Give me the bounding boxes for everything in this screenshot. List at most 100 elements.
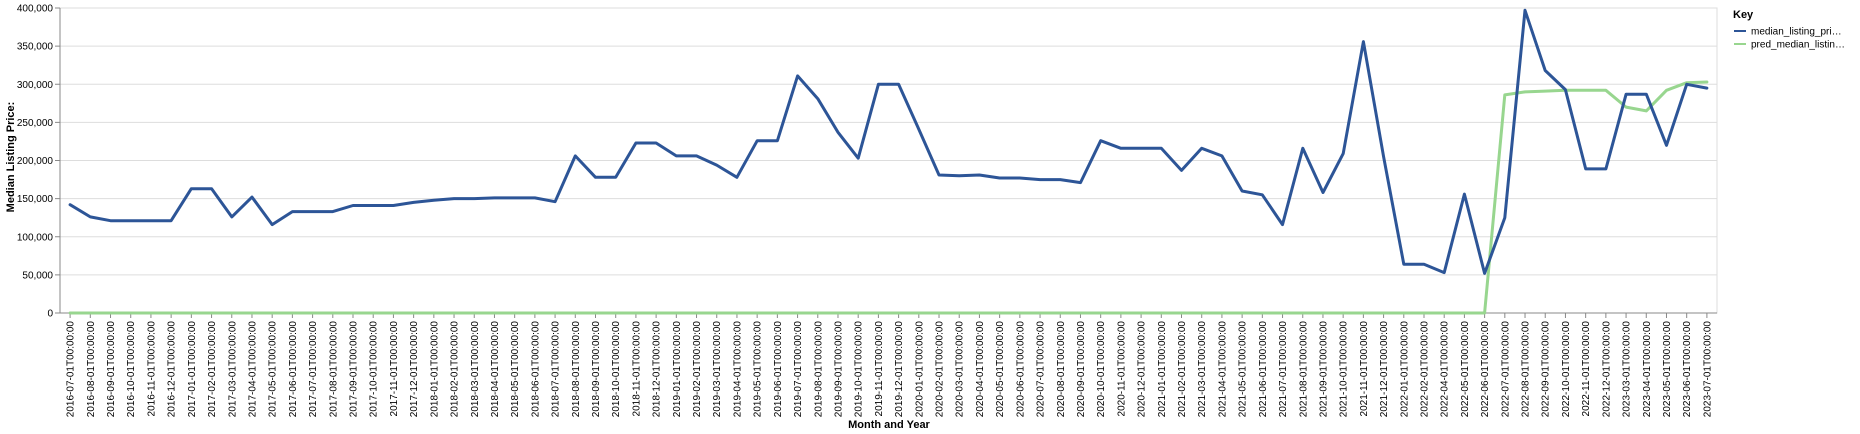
x-tick-label: 2022-08-01T00:00:00	[1521, 321, 1532, 418]
x-tick-label: 2019-12-01T00:00:00	[894, 321, 905, 418]
legend-label: pred_median_listin…	[1751, 40, 1845, 51]
x-tick-label: 2018-12-01T00:00:00	[652, 321, 663, 418]
x-tick-label: 2022-11-01T00:00:00	[1581, 321, 1592, 417]
x-tick-label: 2021-08-01T00:00:00	[1298, 321, 1309, 418]
x-axis: 2016-07-01T00:00:00 2016-08-01T00:00:00 20…	[60, 312, 1717, 418]
x-tick-label: 2018-02-01T00:00:00	[450, 321, 461, 418]
legend: Key median_listing_pri… pred_median_listi…	[1733, 9, 1845, 51]
x-tick-label: 2022-01-01T00:00:00	[1399, 321, 1410, 418]
legend-title: Key	[1733, 9, 1754, 21]
series-line-0	[68, 8, 1709, 275]
x-tick-label: 2023-03-01T00:00:00	[1622, 321, 1633, 418]
x-tick-label: 2021-11-01T00:00:00	[1359, 321, 1370, 417]
x-tick-label: 2019-07-01T00:00:00	[793, 321, 804, 418]
x-tick-label: 2019-08-01T00:00:00	[813, 321, 824, 418]
x-tick-label: 2020-08-01T00:00:00	[1056, 321, 1067, 418]
x-tick-label: 2016-12-01T00:00:00	[167, 321, 178, 418]
x-tick-label: 2021-04-01T00:00:00	[1217, 321, 1228, 418]
x-tick-label: 2017-04-01T00:00:00	[247, 321, 258, 418]
x-tick-label: 2016-08-01T00:00:00	[86, 321, 97, 418]
x-tick-label: 2020-12-01T00:00:00	[1137, 321, 1148, 418]
x-tick-label: 2021-07-01T00:00:00	[1278, 321, 1289, 418]
gridlines	[59, 7, 1718, 314]
x-tick-label: 2022-10-01T00:00:00	[1561, 321, 1572, 418]
x-tick-label: 2021-01-01T00:00:00	[1157, 321, 1168, 418]
x-tick-label: 2018-09-01T00:00:00	[591, 321, 602, 418]
y-tick-label: 50,000	[22, 270, 53, 281]
x-tick-label: 2021-03-01T00:00:00	[1197, 321, 1208, 418]
x-tick-label: 2022-05-01T00:00:00	[1460, 321, 1471, 418]
x-tick-label: 2018-07-01T00:00:00	[551, 321, 562, 418]
x-tick-label: 2020-01-01T00:00:00	[914, 321, 925, 418]
legend-label: median_listing_pri…	[1751, 27, 1842, 38]
x-tick-label: 2017-10-01T00:00:00	[369, 321, 380, 418]
x-tick-label: 2019-02-01T00:00:00	[692, 321, 703, 418]
x-tick-label: 2020-11-01T00:00:00	[1116, 321, 1127, 417]
x-tick-label: 2021-05-01T00:00:00	[1238, 321, 1249, 418]
x-tick-label: 2021-02-01T00:00:00	[1177, 321, 1188, 418]
y-tick-label: 200,000	[17, 156, 54, 167]
x-tick-label: 2017-08-01T00:00:00	[328, 321, 339, 418]
x-tick-label: 2019-10-01T00:00:00	[854, 321, 865, 418]
x-tick-label: 2021-10-01T00:00:00	[1339, 321, 1350, 418]
x-tick-label: 2022-06-01T00:00:00	[1480, 321, 1491, 418]
x-tick-label: 2020-07-01T00:00:00	[1036, 321, 1047, 418]
x-tick-label: 2020-09-01T00:00:00	[1076, 321, 1087, 418]
x-tick-label: 2021-09-01T00:00:00	[1318, 321, 1329, 418]
x-tick-label: 2020-03-01T00:00:00	[955, 321, 966, 418]
x-tick-label: 2018-05-01T00:00:00	[510, 321, 521, 418]
x-tick-label: 2020-10-01T00:00:00	[1096, 321, 1107, 418]
series-lines	[68, 8, 1709, 315]
x-tick-label: 2021-12-01T00:00:00	[1379, 321, 1390, 418]
x-tick-label: 2019-01-01T00:00:00	[672, 321, 683, 418]
x-tick-label: 2020-06-01T00:00:00	[1015, 321, 1026, 418]
y-tick-label: 0	[47, 309, 53, 320]
x-tick-label: 2023-04-01T00:00:00	[1642, 321, 1653, 418]
x-tick-label: 2018-08-01T00:00:00	[571, 321, 582, 418]
x-tick-label: 2018-04-01T00:00:00	[490, 321, 501, 418]
x-tick-label: 2019-04-01T00:00:00	[732, 321, 743, 418]
series-line-1	[68, 80, 1709, 315]
x-tick-label: 2020-05-01T00:00:00	[995, 321, 1006, 418]
x-axis-title: Month and Year	[848, 419, 930, 431]
y-tick-label: 300,000	[17, 80, 54, 91]
x-tick-label: 2018-10-01T00:00:00	[611, 321, 622, 418]
y-tick-label: 100,000	[17, 232, 54, 243]
x-tick-label: 2019-05-01T00:00:00	[753, 321, 764, 418]
x-tick-label: 2017-03-01T00:00:00	[227, 321, 238, 418]
x-tick-label: 2017-02-01T00:00:00	[207, 321, 218, 418]
x-tick-label: 2022-12-01T00:00:00	[1601, 321, 1612, 418]
x-tick-label: 2016-07-01T00:00:00	[66, 321, 77, 418]
x-tick-label: 2019-11-01T00:00:00	[874, 321, 885, 417]
x-tick-label: 2019-09-01T00:00:00	[833, 321, 844, 418]
y-axis: 0 50,000 100,000 150,000 200,000 250,000 300,0…	[17, 4, 61, 320]
x-tick-label: 2019-06-01T00:00:00	[773, 321, 784, 418]
x-tick-label: 2017-12-01T00:00:00	[409, 321, 420, 418]
y-axis-title: Median Listing Price:	[5, 102, 17, 213]
x-tick-label: 2023-05-01T00:00:00	[1662, 321, 1673, 418]
x-tick-label: 2018-11-01T00:00:00	[631, 321, 642, 417]
x-tick-label: 2017-01-01T00:00:00	[187, 321, 198, 418]
x-tick-label: 2017-11-01T00:00:00	[389, 321, 400, 417]
y-tick-label: 250,000	[17, 118, 54, 129]
x-tick-label: 2018-03-01T00:00:00	[470, 321, 481, 418]
x-tick-label: 2022-07-01T00:00:00	[1500, 321, 1511, 418]
x-tick-label: 2016-10-01T00:00:00	[126, 321, 137, 418]
x-tick-label: 2022-04-01T00:00:00	[1440, 321, 1451, 418]
x-tick-label: 2017-06-01T00:00:00	[288, 321, 299, 418]
x-tick-label: 2019-03-01T00:00:00	[712, 321, 723, 418]
x-tick-label: 2020-04-01T00:00:00	[975, 321, 986, 418]
x-tick-label: 2018-06-01T00:00:00	[530, 321, 541, 418]
x-tick-label: 2022-09-01T00:00:00	[1541, 321, 1552, 418]
x-tick-label: 2017-05-01T00:00:00	[268, 321, 279, 418]
y-tick-label: 400,000	[17, 4, 54, 15]
x-tick-label: 2023-07-01T00:00:00	[1702, 321, 1713, 418]
y-tick-label: 350,000	[17, 42, 54, 53]
x-tick-label: 2023-06-01T00:00:00	[1682, 321, 1693, 418]
x-tick-label: 2016-11-01T00:00:00	[146, 321, 157, 417]
x-tick-label: 2020-02-01T00:00:00	[935, 321, 946, 418]
x-tick-label: 2022-02-01T00:00:00	[1419, 321, 1430, 418]
x-tick-label: 2021-06-01T00:00:00	[1258, 321, 1269, 418]
x-tick-label: 2017-07-01T00:00:00	[308, 321, 319, 418]
